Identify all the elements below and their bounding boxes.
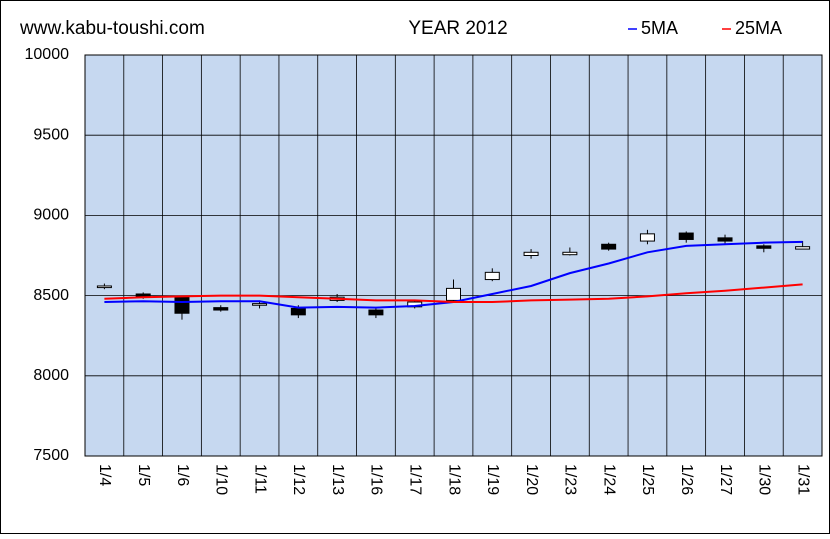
x-tick-label: 1/18 — [445, 464, 462, 495]
x-tick-label: 1/31 — [794, 464, 811, 495]
x-tick-label: 1/17 — [406, 464, 423, 495]
y-tick-label: 9000 — [33, 207, 69, 224]
x-tick-label: 1/25 — [639, 464, 656, 495]
plot-area — [84, 54, 823, 457]
x-tick-label: 1/26 — [678, 464, 695, 495]
x-tick-label: 1/11 — [251, 464, 268, 494]
x-tick-label: 1/30 — [756, 464, 773, 495]
x-tick-label: 1/24 — [600, 464, 617, 495]
legend-label: 25MA — [735, 18, 782, 38]
x-tick-label: 1/27 — [717, 464, 734, 495]
y-tick-label: 9500 — [33, 126, 69, 143]
x-tick-label: 1/4 — [96, 464, 113, 486]
candle-body — [252, 303, 268, 306]
candle-body — [368, 309, 384, 316]
y-tick-label: 7500 — [33, 447, 69, 464]
y-tick-label: 8500 — [33, 287, 69, 304]
y-tick-label: 8000 — [33, 367, 69, 384]
candle-body — [523, 251, 539, 257]
candle-body — [639, 233, 655, 242]
x-tick-label: 1/13 — [329, 464, 346, 495]
candle-body — [174, 296, 190, 314]
x-tick-label: 1/23 — [562, 464, 579, 495]
x-tick-label: 1/6 — [174, 464, 191, 486]
candle-body — [213, 307, 229, 311]
candle-body — [601, 243, 617, 250]
x-tick-label: 1/10 — [213, 464, 230, 495]
site-name: www.kabu-toushi.com — [19, 18, 205, 39]
moving-average-line — [104, 283, 803, 304]
candle-body — [290, 307, 306, 316]
candle-body — [562, 251, 578, 256]
x-tick-label: 1/19 — [484, 464, 501, 495]
x-tick-label: 1/20 — [523, 464, 540, 495]
chart-title: YEAR 2012 — [408, 18, 507, 39]
legend-label: 5MA — [641, 18, 678, 38]
candle-body — [756, 245, 772, 249]
x-tick-label: 1/12 — [290, 464, 307, 495]
candle-body — [795, 246, 811, 250]
x-tick-label: 1/5 — [135, 464, 152, 486]
candle-body — [484, 271, 500, 281]
candle-body — [446, 287, 461, 301]
candle-body — [678, 232, 694, 240]
x-tick-label: 1/16 — [368, 464, 385, 495]
candle-body — [96, 285, 112, 289]
y-tick-label: 10000 — [25, 46, 70, 63]
candle-body — [717, 237, 733, 242]
